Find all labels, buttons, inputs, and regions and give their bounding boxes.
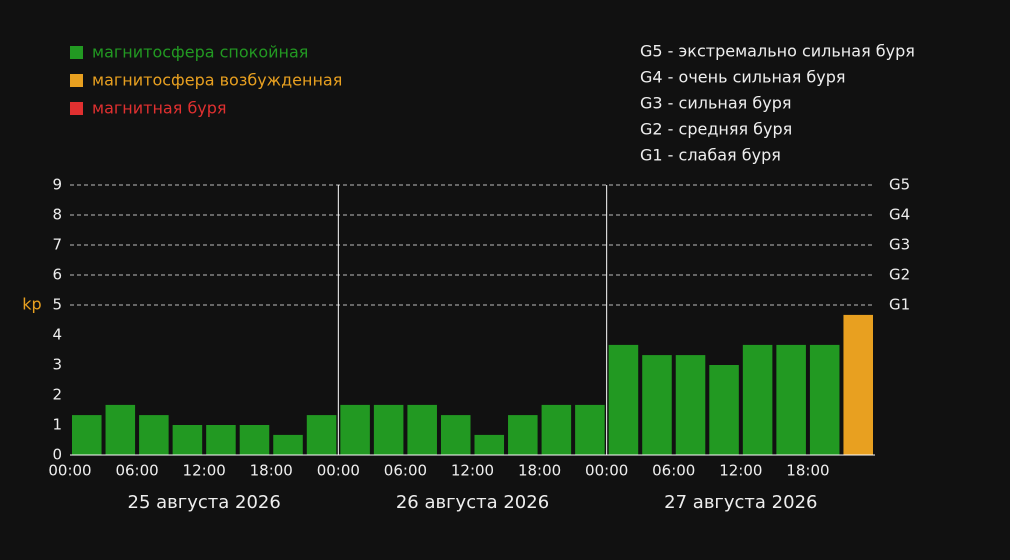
legend-label: магнитосфера возбужденная (92, 71, 342, 90)
legend-label: магнитная буря (92, 99, 227, 118)
y-tick-label: 6 (52, 266, 62, 284)
x-tick-label: 06:00 (384, 462, 427, 480)
x-tick-label: 18:00 (250, 462, 293, 480)
y2-tick-label: G5 (889, 176, 910, 194)
bar (541, 404, 572, 455)
bar (642, 355, 672, 455)
bar (105, 404, 136, 455)
bar (809, 344, 840, 455)
storm-level: G4 - очень сильная буря (640, 68, 846, 87)
y-tick-label: 0 (52, 446, 62, 464)
storm-level: G3 - сильная буря (640, 94, 791, 113)
day-label: 27 августа 2026 (664, 492, 817, 513)
x-tick-label: 18:00 (518, 462, 561, 480)
bar (239, 425, 270, 455)
y-axis-label: kp (22, 295, 41, 314)
x-tick-label: 00:00 (317, 462, 360, 480)
bar (340, 404, 370, 455)
x-tick-label: 12:00 (451, 462, 494, 480)
y-tick-label: 5 (52, 296, 62, 314)
bar (407, 404, 437, 455)
bar (776, 344, 806, 455)
bar (843, 314, 873, 455)
bar (508, 415, 538, 455)
bar (306, 415, 337, 455)
x-tick-label: 06:00 (652, 462, 695, 480)
x-tick-label: 12:00 (719, 462, 762, 480)
bar (440, 415, 471, 455)
bar (742, 344, 773, 455)
bar (373, 404, 404, 455)
y-tick-label: 3 (52, 356, 62, 374)
y2-tick-label: G1 (889, 296, 910, 314)
y2-tick-label: G2 (889, 266, 910, 284)
y-tick-label: 7 (52, 236, 62, 254)
x-tick-label: 00:00 (48, 462, 91, 480)
legend-swatch (70, 74, 83, 87)
y2-tick-label: G3 (889, 236, 910, 254)
y-tick-label: 4 (52, 326, 62, 344)
legend-swatch (70, 102, 83, 115)
x-tick-label: 18:00 (786, 462, 829, 480)
x-tick-label: 06:00 (115, 462, 158, 480)
y2-tick-label: G4 (889, 206, 910, 224)
bar (575, 404, 605, 455)
day-label: 25 августа 2026 (128, 492, 281, 513)
bar (709, 365, 739, 455)
bar (72, 415, 102, 455)
y-tick-label: 2 (52, 386, 62, 404)
x-tick-label: 00:00 (585, 462, 628, 480)
storm-level: G1 - слабая буря (640, 146, 781, 165)
bar (273, 434, 303, 455)
bar (206, 425, 236, 455)
y-tick-label: 1 (52, 416, 62, 434)
bar (608, 344, 639, 455)
y-tick-label: 9 (52, 176, 62, 194)
bar (172, 425, 203, 455)
bar (675, 355, 706, 455)
legend-swatch (70, 46, 83, 59)
storm-level: G5 - экстремально сильная буря (640, 42, 915, 61)
bar (139, 415, 169, 455)
x-tick-label: 12:00 (183, 462, 226, 480)
bar (474, 434, 505, 455)
day-label: 26 августа 2026 (396, 492, 549, 513)
y-tick-label: 8 (52, 206, 62, 224)
legend-label: магнитосфера спокойная (92, 43, 308, 62)
storm-level: G2 - средняя буря (640, 120, 792, 139)
